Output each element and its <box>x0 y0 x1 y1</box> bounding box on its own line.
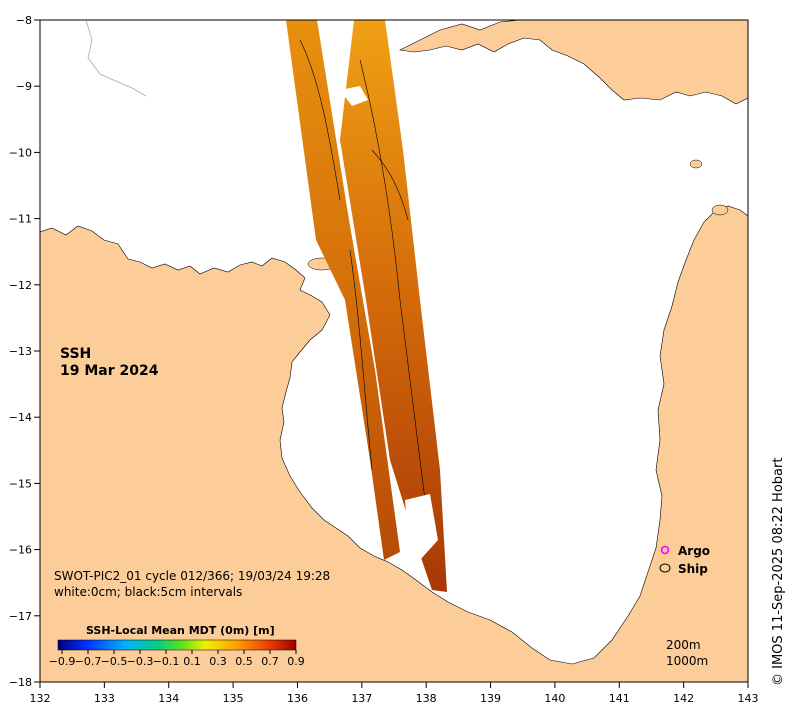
y-axis: −8 −9 −10 −11 −12 −13 −14 −15 −16 −17 −18 <box>9 14 40 689</box>
x-tick-label: 135 <box>223 692 244 705</box>
legend-ship: Ship <box>678 562 708 576</box>
y-tick-label: −11 <box>9 213 32 226</box>
y-tick-label: −9 <box>16 80 32 93</box>
depth-200m: 200m <box>666 638 701 652</box>
y-tick-label: −14 <box>9 411 32 424</box>
x-tick-label: 136 <box>287 692 308 705</box>
colorbar-tick-label: 0.9 <box>287 655 305 668</box>
ship-marker-icon <box>659 563 671 573</box>
argo-marker-icon <box>660 545 670 555</box>
colorbar-tick-label: 0.7 <box>261 655 279 668</box>
contour-line <box>349 249 373 471</box>
map-title: SSH <box>60 346 91 362</box>
island <box>711 204 729 216</box>
colorbar <box>57 639 297 651</box>
y-tick-label: −16 <box>9 544 32 557</box>
x-axis: 132 133 134 135 136 137 138 139 140 141 142 143 <box>30 682 759 705</box>
x-tick-label: 141 <box>609 692 630 705</box>
swath-gap <box>405 494 438 560</box>
island-outline <box>85 20 147 97</box>
x-tick-label: 142 <box>673 692 694 705</box>
island <box>689 159 703 169</box>
y-tick-label: −10 <box>9 146 32 159</box>
swot-swath-west <box>286 20 400 560</box>
colorbar-ticks: −0.9 −0.7 −0.5 −0.3 −0.1 0.1 0.3 0.5 0.7 0.9 <box>49 650 305 668</box>
x-tick-label: 133 <box>94 692 115 705</box>
depth-1000m: 1000m <box>666 654 708 668</box>
credit-text: © IMOS 11-Sep-2025 08:22 Hobart <box>771 458 786 686</box>
legend-argo: Argo <box>678 544 710 558</box>
contour-line <box>371 149 409 221</box>
x-tick-label: 138 <box>416 692 437 705</box>
contour-line <box>359 59 431 541</box>
y-tick-label: −8 <box>16 14 32 27</box>
colorbar-tick-label: −0.9 <box>49 655 76 668</box>
x-tick-label: 134 <box>158 692 179 705</box>
y-tick-label: −12 <box>9 279 32 292</box>
colorbar-tick-label: 0.5 <box>235 655 253 668</box>
colorbar-tick-label: 0.3 <box>209 655 227 668</box>
info-line-2: white:0cm; black:5cm intervals <box>54 585 242 599</box>
x-tick-label: 139 <box>480 692 501 705</box>
land-top-end <box>40 205 748 682</box>
colorbar-tick-label: −0.3 <box>127 655 154 668</box>
colorbar-title: SSH-Local Mean MDT (0m) [m] <box>86 624 275 637</box>
land-new-guinea <box>399 20 748 105</box>
colorbar-tick-label: −0.1 <box>153 655 180 668</box>
x-tick-label: 137 <box>351 692 372 705</box>
y-tick-label: −13 <box>9 345 32 358</box>
colorbar-tick-label: −0.5 <box>101 655 128 668</box>
x-tick-label: 132 <box>30 692 51 705</box>
x-tick-label: 140 <box>544 692 565 705</box>
x-tick-label: 143 <box>738 692 759 705</box>
map-date: 19 Mar 2024 <box>60 363 159 379</box>
contour-line <box>299 39 341 201</box>
y-tick-label: −15 <box>9 477 32 490</box>
colorbar-tick-label: 0.1 <box>183 655 201 668</box>
y-tick-label: −18 <box>9 676 32 689</box>
swot-swath-east <box>340 20 447 592</box>
swath-gap <box>340 86 368 106</box>
colorbar-tick-label: −0.7 <box>75 655 102 668</box>
info-line-1: SWOT-PIC2_01 cycle 012/366; 19/03/24 19:… <box>54 569 330 583</box>
y-tick-label: −17 <box>9 610 32 623</box>
